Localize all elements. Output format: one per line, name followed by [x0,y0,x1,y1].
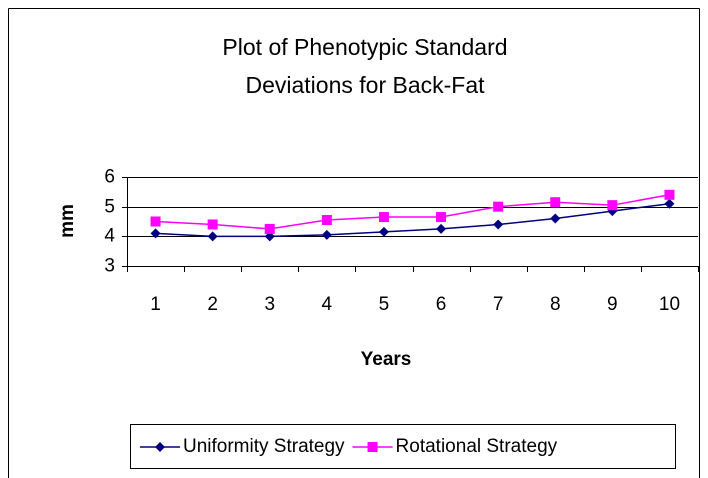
marker [321,229,332,240]
x-tick-label: 1 [150,294,161,315]
x-axis-label: Years [361,349,412,370]
marker [207,231,218,242]
x-tick-label: 9 [607,294,618,315]
x-tick-label: 10 [659,294,680,315]
y-axis-label: mm [57,204,78,238]
x-tick-label: 8 [550,294,561,315]
marker [321,215,332,226]
x-tick-label: 5 [379,294,390,315]
marker [150,228,161,239]
x-tick-label: 7 [493,294,504,315]
marker [664,198,675,209]
marker [550,197,561,208]
legend-marker [155,442,165,452]
y-tick-label: 6 [104,167,115,188]
marker [664,189,675,200]
marker [550,213,561,224]
marker [436,212,447,223]
x-tick-label: 4 [322,294,333,315]
marker [207,219,218,230]
x-tick-label: 2 [207,294,218,315]
marker [150,216,161,227]
series-line [155,202,670,238]
legend-label: Rotational Strategy [396,436,558,457]
marker [493,219,504,230]
y-tick-label: 3 [104,256,115,277]
legend-marker [367,442,378,452]
legend-label: Uniformity Strategy [183,436,345,457]
x-tick-label: 6 [436,294,447,315]
marker [493,201,504,212]
legend-box [130,424,676,469]
marker [264,223,275,234]
y-tick-label: 5 [104,197,115,218]
y-tick-label: 4 [104,226,115,247]
marker [607,200,618,211]
series-line [155,194,670,230]
chart-title: Plot of Phenotypic Standard Deviations f… [222,34,508,98]
marker [378,226,389,237]
marker [436,223,447,234]
x-tick-label: 3 [264,294,275,315]
marker [378,212,389,223]
